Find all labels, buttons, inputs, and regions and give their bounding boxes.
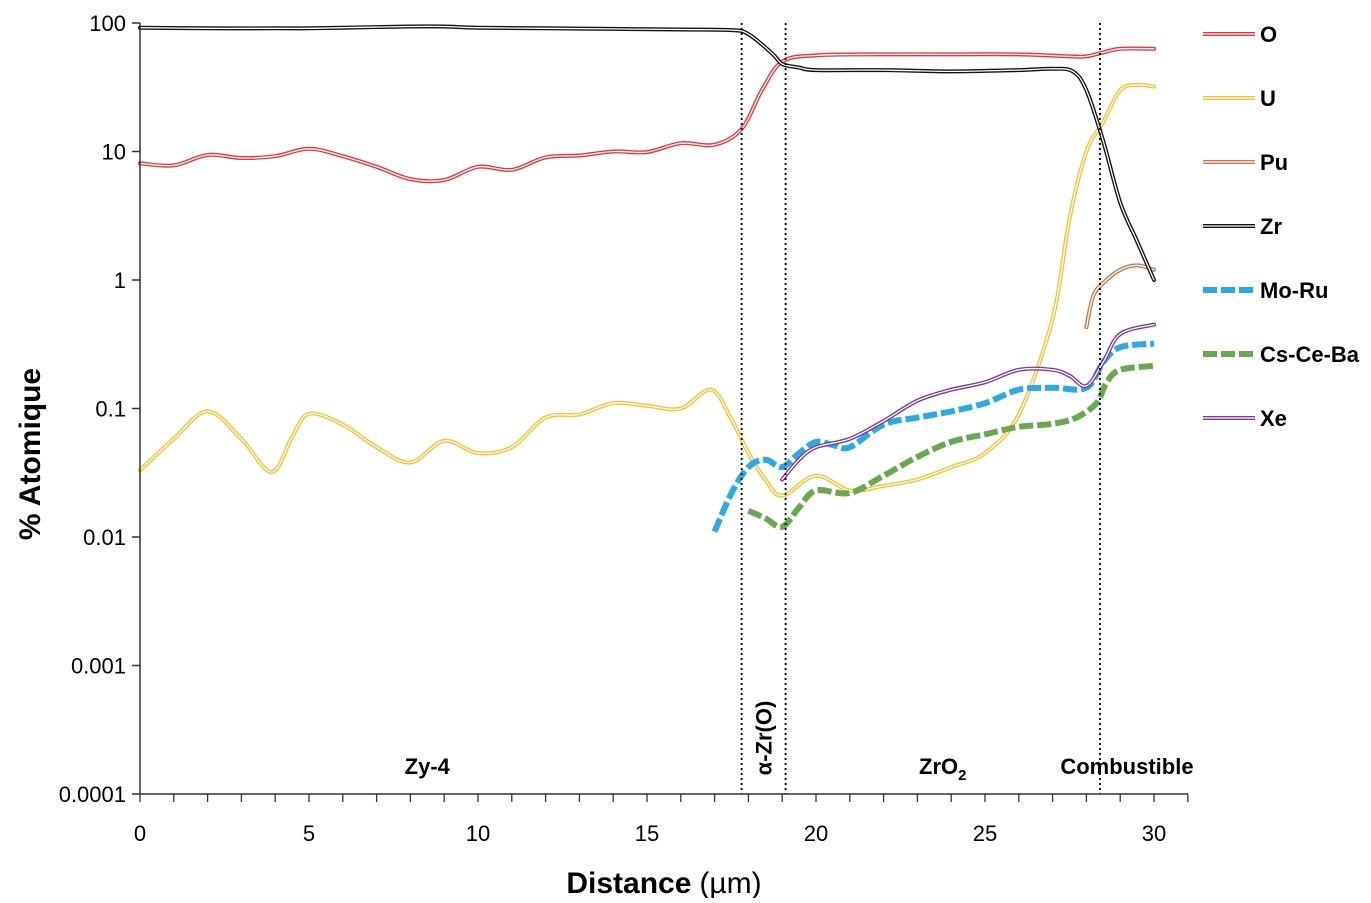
legend-entry-u: U [1203,86,1276,111]
series-zr [138,24,1156,282]
series-u-line-inner [139,84,1155,497]
region-label--zr-o-: α-Zr(O) [752,701,777,776]
x-tick-label: 0 [134,821,146,846]
legend-entry-zr: Zr [1203,214,1282,239]
legend-label: Cs-Ce-Ba [1260,342,1360,367]
series-pu [1084,263,1156,330]
region-boundaries [740,23,1101,794]
plot-lines [138,24,1156,533]
x-tick-label: 30 [1142,821,1166,846]
y-tick-label: 0.0001 [59,782,126,807]
series-cs-ce-ba [747,362,1155,531]
series-u-line [138,82,1156,498]
series-cs-ce-ba-line [747,362,1155,531]
x-axis-title: Distance (µm) [566,867,761,898]
legend-entry-cs-ce-ba: Cs-Ce-Ba [1203,342,1360,367]
series-pu-line-inner [1085,264,1155,328]
series-xe [780,322,1156,482]
y-tick-label: 100 [89,11,126,36]
y-tick-label: 0.1 [95,397,126,422]
region-labels: Zy-4 α-Zr(O) ZrO2 Combustible [405,701,1194,784]
series-u [138,82,1156,498]
legend-label: Xe [1260,406,1287,431]
region-label-combustible: Combustible [1060,754,1193,779]
legend-label: U [1260,86,1276,111]
x-tick-label: 5 [303,821,315,846]
region-label-zy-4: Zy-4 [405,754,451,779]
series-xe-line-inner [781,323,1155,481]
x-tick-label: 10 [466,821,490,846]
series-o [138,46,1156,184]
series-mo-ru [711,340,1155,533]
y-tick-label: 0.001 [71,654,126,679]
x-tick-label: 25 [973,821,997,846]
x-ticks: 0 5 10 15 20 25 30 [134,794,1189,846]
legend-entry-pu: Pu [1203,150,1288,175]
y-axis-title: % Atomique [14,368,47,540]
legend-entry-mo-ru: Mo-Ru [1203,278,1328,303]
legend-label: O [1260,22,1277,47]
region-label-zro: ZrO2 [919,754,966,784]
series-mo-ru-line [711,340,1155,533]
y-ticks: 0.0001 0.001 0.01 0.1 1 10 100 [59,11,140,807]
series-o-line-inner [139,47,1155,182]
y-tick-label: 1 [114,268,126,293]
legend-label: Pu [1260,150,1288,175]
legend-label: Zr [1260,214,1282,239]
x-tick-label: 15 [635,821,659,846]
series-pu-line [1084,263,1156,330]
legend-entry-o: O [1203,22,1277,47]
y-tick-label: 0.01 [83,525,126,550]
series-o-line [138,46,1156,184]
y-tick-label: 10 [102,140,126,165]
legend-entry-xe: Xe [1203,406,1287,431]
x-tick-label: 20 [804,821,828,846]
legend: O U Pu Zr Mo-Ru Cs-Ce-Ba Xe [1203,22,1360,431]
legend-label: Mo-Ru [1260,278,1328,303]
series-zr-line-inner [139,25,1155,281]
